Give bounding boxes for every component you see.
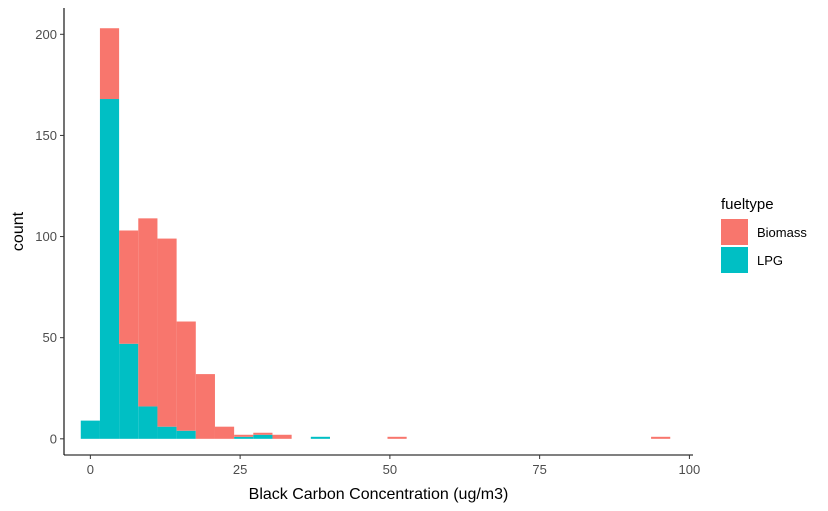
y-tick-label: 100 xyxy=(35,229,57,244)
x-tick-label: 50 xyxy=(383,462,397,477)
bar-biomass-5 xyxy=(176,321,196,431)
bar-biomass-12 xyxy=(387,436,407,439)
bar-lpg-11 xyxy=(310,436,330,439)
legend: fueltype Biomass LPG xyxy=(721,196,807,273)
y-tick-label: 150 xyxy=(35,128,57,143)
y-tick-label: 50 xyxy=(43,330,57,345)
legend-key-lpg xyxy=(721,247,748,273)
x-tick-label: 0 xyxy=(87,462,94,477)
bar-biomass-9 xyxy=(253,432,273,435)
bar-biomass-8 xyxy=(234,434,254,437)
legend-title: fueltype xyxy=(721,196,774,213)
legend-label-biomass: Biomass xyxy=(757,225,807,240)
bar-biomass-3 xyxy=(138,218,158,407)
y-tick-label: 0 xyxy=(50,431,57,446)
bar-lpg-2 xyxy=(119,343,139,439)
bar-lpg-4 xyxy=(157,426,177,439)
x-tick-label: 100 xyxy=(679,462,701,477)
bar-lpg-5 xyxy=(176,430,196,439)
bar-biomass-4 xyxy=(157,238,177,427)
y-axis-title: count xyxy=(10,211,27,251)
bar-lpg-9 xyxy=(253,434,273,439)
axes-layer xyxy=(63,8,693,456)
x-tick-label: 75 xyxy=(532,462,546,477)
x-ticks: 0 25 50 75 100 xyxy=(87,455,701,477)
bar-biomass-1 xyxy=(99,28,120,100)
legend-key-biomass xyxy=(721,219,748,245)
bar-lpg-8 xyxy=(234,436,254,439)
legend-label-lpg: LPG xyxy=(757,253,783,268)
y-tick-label: 200 xyxy=(35,27,57,42)
bars-layer xyxy=(80,28,671,439)
bar-biomass-7 xyxy=(214,426,235,439)
bar-lpg-0 xyxy=(80,420,100,439)
bar-biomass-6 xyxy=(195,374,215,439)
x-axis-title: Black Carbon Concentration (ug/m3) xyxy=(249,486,509,503)
bar-lpg-3 xyxy=(138,406,158,439)
bar-lpg-1 xyxy=(99,99,120,439)
y-ticks: 0 50 100 150 200 xyxy=(35,27,64,446)
bar-biomass-2 xyxy=(119,230,139,344)
bar-biomass-13 xyxy=(651,436,671,439)
x-tick-label: 25 xyxy=(233,462,247,477)
bar-biomass-10 xyxy=(272,434,292,439)
